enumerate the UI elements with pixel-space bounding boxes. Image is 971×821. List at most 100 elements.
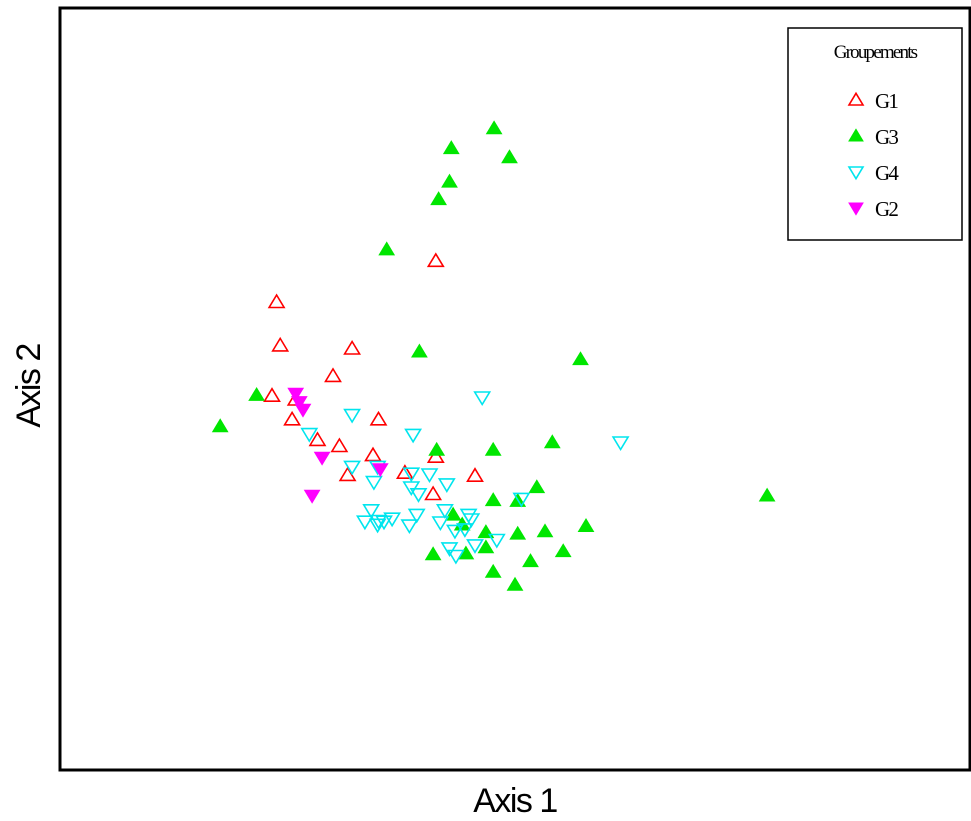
point-g4-6 [402, 467, 421, 483]
point-g4-0 [473, 391, 492, 407]
point-g3-13 [528, 479, 546, 494]
point-g4-12 [512, 492, 531, 508]
point-g4-17 [355, 515, 374, 531]
legend-marker-g3 [848, 128, 864, 142]
point-g1-16 [424, 485, 443, 501]
point-g4-14 [435, 503, 454, 519]
point-g1-14 [395, 464, 414, 480]
point-g4-30 [466, 539, 484, 554]
legend-item-g1: G1 [847, 89, 900, 113]
point-g3-15 [484, 492, 502, 507]
point-g4-10 [437, 478, 456, 493]
point-g3-25 [424, 546, 442, 561]
point-g4-7 [420, 468, 439, 484]
point-g1-2 [271, 336, 290, 352]
point-g3-29 [506, 576, 524, 591]
point-g3-17 [444, 506, 462, 521]
point-g3-4 [430, 191, 447, 206]
legend-label-g2: G2 [875, 197, 898, 221]
point-g2-1 [290, 396, 308, 411]
point-g4-2 [300, 427, 319, 443]
legend-label-g4: G4 [875, 161, 899, 185]
legend-symbol-g4 [847, 166, 865, 181]
point-g4-29 [446, 549, 465, 565]
point-g4-4 [343, 460, 362, 476]
point-g3-24 [477, 539, 495, 554]
points-layer [211, 120, 776, 591]
x-axis-title: Axis 1 [473, 782, 557, 820]
legend-symbol-g1 [847, 91, 865, 106]
point-g3-6 [411, 343, 428, 358]
point-g3-21 [536, 523, 554, 538]
point-g4-26 [487, 533, 506, 549]
point-g2-0 [287, 387, 305, 402]
point-g2-5 [303, 489, 321, 504]
point-g3-20 [477, 524, 495, 539]
point-g4-23 [431, 516, 450, 532]
point-g3-1 [442, 140, 460, 155]
point-g1-8 [369, 410, 388, 426]
legend-item-g2: G2 [848, 197, 900, 221]
point-g1-7 [283, 410, 302, 426]
point-g4-11 [409, 487, 428, 503]
legend-box [787, 27, 963, 241]
point-g3-14 [758, 487, 776, 502]
legend-marker-g4 [847, 166, 865, 181]
point-g1-1 [267, 293, 286, 309]
point-g4-21 [368, 518, 387, 534]
point-g1-15 [466, 467, 484, 483]
legend-symbol-g2 [848, 202, 864, 216]
point-g4-28 [440, 542, 459, 557]
point-g3-10 [428, 441, 446, 456]
point-g1-5 [263, 387, 281, 403]
point-g2-2 [294, 403, 312, 418]
point-g1-11 [364, 446, 382, 462]
point-g3-23 [554, 543, 572, 558]
point-g4-27 [400, 519, 419, 535]
legend-marker-g1 [847, 91, 865, 106]
point-g4-8 [364, 475, 383, 491]
y-axis-title: Axis 2 [10, 344, 48, 428]
point-g3-5 [378, 241, 396, 256]
legend-item-g4: G4 [847, 161, 901, 185]
point-g3-12 [543, 434, 561, 449]
legend-label-g1: G1 [875, 89, 898, 113]
point-g3-9 [211, 418, 229, 433]
point-g3-8 [248, 387, 265, 401]
point-g3-22 [509, 525, 527, 540]
plot-frame [58, 6, 971, 772]
legend: Groupements G1 G3 G4 G2 [787, 27, 963, 241]
point-g2-3 [313, 451, 331, 466]
legend-label-g3: G3 [875, 125, 898, 149]
point-g1-9 [308, 431, 327, 447]
point-g1-4 [324, 367, 342, 383]
point-g3-28 [484, 563, 502, 578]
point-g1-13 [338, 466, 357, 482]
point-g3-2 [501, 149, 518, 164]
legend-title: Groupements [834, 42, 918, 63]
point-g4-22 [462, 513, 481, 528]
point-g4-20 [375, 515, 393, 531]
point-g4-15 [407, 508, 426, 524]
point-g3-0 [485, 120, 503, 135]
point-g1-12 [426, 448, 445, 464]
point-g1-3 [343, 339, 362, 355]
point-g3-27 [522, 553, 539, 568]
legend-marker-g2 [848, 202, 864, 216]
point-g4-24 [445, 524, 464, 540]
point-g3-3 [441, 173, 458, 188]
point-g4-3 [404, 428, 423, 444]
point-g2-4 [371, 463, 389, 478]
point-g4-19 [383, 512, 402, 528]
point-g3-18 [577, 518, 595, 532]
point-g3-11 [484, 441, 502, 456]
point-g1-10 [330, 437, 349, 453]
point-g3-26 [457, 545, 475, 560]
point-g1-0 [426, 252, 445, 268]
point-g4-13 [362, 503, 381, 519]
point-g4-31 [611, 436, 630, 452]
point-g4-1 [343, 408, 362, 424]
point-g3-7 [572, 351, 589, 366]
point-g4-25 [455, 523, 474, 538]
